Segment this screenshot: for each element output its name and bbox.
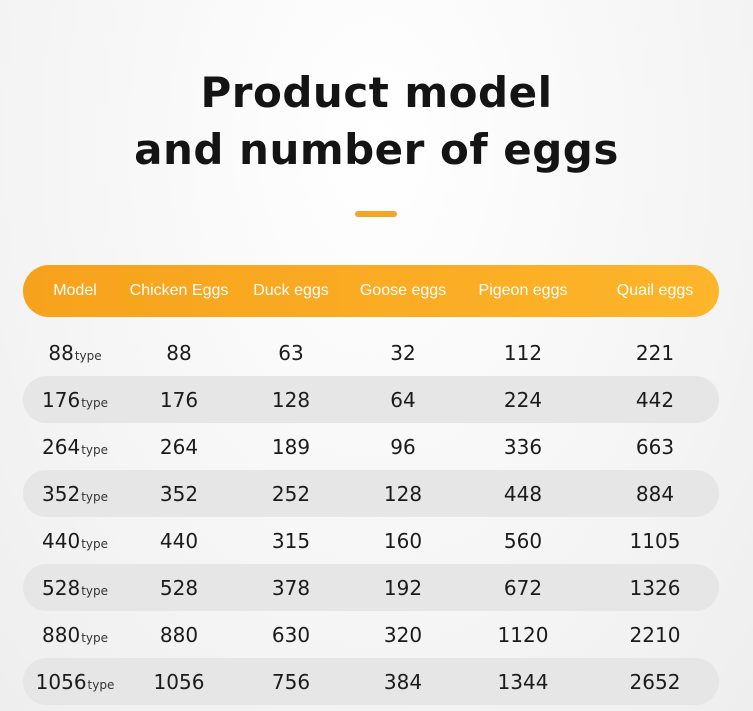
table-row: 264type 264 189 96 336 663 <box>23 423 719 470</box>
goose-eggs-cell: 64 <box>390 387 416 412</box>
model-suffix: type <box>81 583 108 598</box>
chicken-eggs-cell: 880 <box>159 622 199 647</box>
model-number: 440 <box>42 528 81 553</box>
pigeon-eggs-cell: 224 <box>503 387 543 412</box>
table-body: 88type 88 63 32 112 221 176type 176 128 … <box>23 329 719 705</box>
model-number: 88 <box>48 340 74 365</box>
model-suffix: type <box>81 536 108 551</box>
pigeon-eggs-cell: 672 <box>503 575 543 600</box>
duck-eggs-cell: 189 <box>271 434 311 459</box>
pigeon-eggs-cell: 560 <box>503 528 543 553</box>
pigeon-eggs-cell: 1344 <box>497 669 549 694</box>
table-row: 528type 528 378 192 672 1326 <box>23 564 719 611</box>
duck-eggs-cell: 63 <box>278 340 304 365</box>
chicken-eggs-cell: 352 <box>159 481 199 506</box>
table-row: 1056type 1056 756 384 1344 2652 <box>23 658 719 705</box>
model-cell: 1056type <box>23 670 127 694</box>
header-chicken-eggs: Chicken Eggs <box>129 282 229 299</box>
pigeon-eggs-cell: 112 <box>503 340 543 365</box>
model-number: 880 <box>42 622 81 647</box>
quail-eggs-cell: 663 <box>635 434 675 459</box>
duck-eggs-cell: 315 <box>271 528 311 553</box>
pigeon-eggs-cell: 1120 <box>497 622 549 647</box>
chicken-eggs-cell: 1056 <box>153 669 205 694</box>
chicken-eggs-cell: 440 <box>159 528 199 553</box>
chicken-eggs-cell: 528 <box>159 575 199 600</box>
model-suffix: type <box>81 442 108 457</box>
quail-eggs-cell: 2210 <box>629 622 681 647</box>
model-suffix: type <box>81 395 108 410</box>
table-row: 88type 88 63 32 112 221 <box>23 329 719 376</box>
model-suffix: type <box>74 348 102 363</box>
chicken-eggs-cell: 88 <box>166 340 192 365</box>
model-number: 264 <box>42 434 81 459</box>
header-duck-eggs: Duck eggs <box>253 282 329 299</box>
quail-eggs-cell: 221 <box>635 340 675 365</box>
accent-divider <box>355 211 397 217</box>
header-quail-eggs: Quail eggs <box>616 282 694 299</box>
quail-eggs-cell: 1326 <box>629 575 681 600</box>
table-row: 352type 352 252 128 448 884 <box>23 470 719 517</box>
egg-capacity-table: Model Chicken Eggs Duck eggs Goose eggs … <box>23 265 719 705</box>
pigeon-eggs-cell: 448 <box>503 481 543 506</box>
quail-eggs-cell: 884 <box>635 481 675 506</box>
page-title-line-1: Product model <box>200 68 553 117</box>
header-goose-eggs: Goose eggs <box>359 282 447 299</box>
quail-eggs-cell: 442 <box>635 387 675 412</box>
model-number: 352 <box>42 481 81 506</box>
model-cell: 176type <box>23 388 127 412</box>
model-suffix: type <box>81 489 108 504</box>
goose-eggs-cell: 32 <box>390 340 416 365</box>
duck-eggs-cell: 630 <box>271 622 311 647</box>
page-title: Product model and number of eggs <box>0 64 753 178</box>
model-number: 528 <box>42 575 81 600</box>
table-row: 440type 440 315 160 560 1105 <box>23 517 719 564</box>
model-number: 176 <box>42 387 81 412</box>
goose-eggs-cell: 384 <box>383 669 423 694</box>
model-suffix: type <box>81 630 108 645</box>
duck-eggs-cell: 378 <box>271 575 311 600</box>
model-cell: 264type <box>23 435 127 459</box>
model-cell: 880type <box>23 623 127 647</box>
quail-eggs-cell: 2652 <box>629 669 681 694</box>
pigeon-eggs-cell: 336 <box>503 434 543 459</box>
quail-eggs-cell: 1105 <box>629 528 681 553</box>
goose-eggs-cell: 192 <box>383 575 423 600</box>
model-number: 1056 <box>35 669 87 694</box>
goose-eggs-cell: 96 <box>390 434 416 459</box>
goose-eggs-cell: 320 <box>383 622 423 647</box>
table-row: 176type 176 128 64 224 442 <box>23 376 719 423</box>
chicken-eggs-cell: 176 <box>159 387 199 412</box>
goose-eggs-cell: 160 <box>383 528 423 553</box>
duck-eggs-cell: 128 <box>271 387 311 412</box>
model-suffix: type <box>87 677 115 692</box>
model-cell: 528type <box>23 576 127 600</box>
model-cell: 440type <box>23 529 127 553</box>
duck-eggs-cell: 756 <box>271 669 311 694</box>
header-model: Model <box>53 282 97 299</box>
page-title-line-2: and number of eggs <box>134 125 619 174</box>
duck-eggs-cell: 252 <box>271 481 311 506</box>
goose-eggs-cell: 128 <box>383 481 423 506</box>
chicken-eggs-cell: 264 <box>159 434 199 459</box>
model-cell: 352type <box>23 482 127 506</box>
header-pigeon-eggs: Pigeon eggs <box>478 282 568 299</box>
model-cell: 88type <box>23 341 127 365</box>
table-row: 880type 880 630 320 1120 2210 <box>23 611 719 658</box>
table-header: Model Chicken Eggs Duck eggs Goose eggs … <box>23 265 719 317</box>
